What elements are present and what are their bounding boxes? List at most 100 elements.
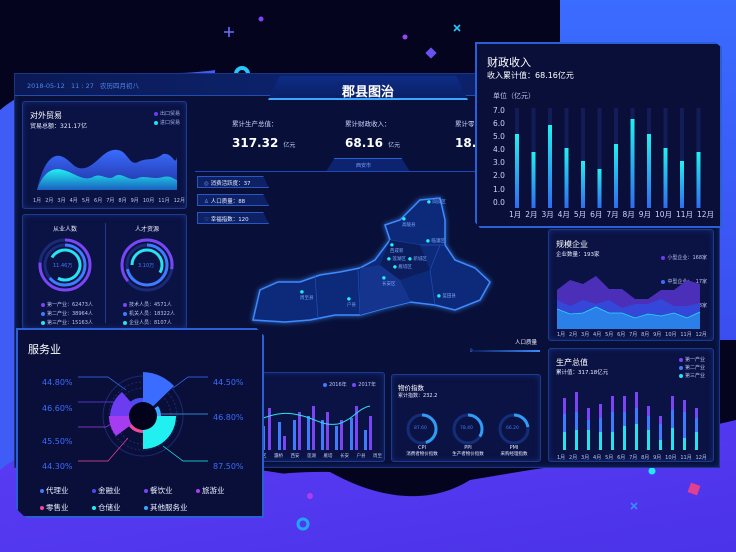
district-marker[interactable]: ● 新城区: [408, 257, 427, 262]
population-slider[interactable]: [470, 350, 540, 352]
map-stat-happiness[interactable]: ♡ 幸福指数：120: [197, 212, 269, 224]
employment-item: 第二产业：38964人: [41, 310, 93, 319]
ppi-desc: 生产者物价指数: [452, 452, 484, 457]
district-marker[interactable]: ● 莲湖区: [387, 257, 406, 262]
legend-small: 小型企业：168家: [661, 254, 707, 262]
map-stat-population[interactable]: ♙ 人口质量：88: [197, 194, 269, 206]
cpi-desc: 消费者物价指数: [406, 452, 438, 457]
cpi-value: 87.60: [414, 426, 427, 431]
legend-2017: 2017年: [352, 382, 376, 388]
legend-import: 进口贸易: [153, 119, 180, 126]
panel-title: 财政收入: [487, 56, 531, 69]
finance-x-axis: 1月 2月 3月 4月 5月 6月 7月 8月 9月 10月 11月 12月: [509, 210, 714, 219]
talent-item: 技术人员：4571人: [123, 301, 175, 310]
map-stat-list: ◎ 消费活跃度：37 ♙ 人口质量：88 ♡ 幸福指数：120: [197, 176, 269, 224]
panel-subtitle: 累计值：317.18亿元: [556, 370, 609, 376]
rose-label-right: 44.50% 46.80% 87.50%: [213, 378, 244, 471]
finance-bar-chart: [515, 108, 701, 208]
district-marker[interactable]: ● 临潼区: [426, 239, 445, 244]
panel-subtitle: 企业数量：193家: [556, 252, 600, 258]
kpi-label: 累计财政收入：: [345, 120, 391, 128]
legend-item[interactable]: 零售业: [40, 502, 92, 513]
services-legend: 代理业 金融业 餐饮业 旅游业 零售业 仓储业 其他服务业: [40, 485, 260, 513]
legend-secondary: 第二产业: [678, 364, 705, 372]
talent-center: 3.10万: [138, 263, 155, 269]
talent-title: 人才资源: [135, 226, 160, 233]
finance-panel: 财政收入 收入累计值：68.16亿元 单位（亿元） 7.0 6.0 5.0 4.0 3.…: [475, 42, 722, 228]
trade-x-axis: 1月 2月 3月 4月 5月 6月 7月 8月 9月 10月 11月 12月: [33, 198, 185, 204]
legend-tertiary: 第三产业: [678, 372, 705, 380]
pmi-value: 66.20: [506, 426, 519, 431]
panel-subtitle: 收入累计值：68.16亿元: [487, 71, 574, 80]
panel-subtitle: 贸易总额：321.17亿: [30, 123, 87, 130]
kpi-value: 68.16: [345, 136, 383, 150]
legend-medium: 中型企业： 17家: [661, 278, 707, 286]
enterprise-x-axis: 1月 2月 3月 4月 5月 6月 7月 8月 9月 10月 11月 12月: [557, 332, 707, 338]
map-stat-consumption[interactable]: ◎ 消费活跃度：37: [197, 176, 269, 188]
panel-title: 生产总值: [556, 358, 588, 367]
population-slider-min: 0: [470, 348, 473, 353]
district-marker[interactable]: ● 周至县: [300, 290, 314, 301]
district-x-axis: 区灞桥 西安 莲湖 雁塔 长安 户县 周至: [262, 454, 382, 459]
gdp-stacked-bar-chart: [563, 392, 698, 450]
panel-title: 对外贸易: [30, 111, 62, 120]
talent-ring-chart: [120, 238, 174, 292]
district-marker[interactable]: ● 西咸新: [390, 243, 404, 254]
legend-primary: 第一产业: [678, 356, 705, 364]
cpi-gauge: [406, 413, 438, 445]
employment-panel: 从业人数 人才资源 11.46万 3.10万 第一产业：62473人 第二产业：…: [22, 214, 187, 329]
region-label[interactable]: 西安市: [356, 163, 372, 169]
pmi-name: PMI: [509, 445, 519, 451]
region-map[interactable]: [240, 190, 500, 330]
employment-item: 第一产业：62473人: [41, 301, 93, 310]
trade-area-chart: [37, 149, 177, 190]
district-marker[interactable]: ● 高陵县: [402, 217, 416, 228]
person-icon: ♙: [204, 199, 209, 205]
kpi-unit: 亿元: [388, 142, 401, 149]
heart-icon: ♡: [204, 217, 209, 223]
legend-item[interactable]: 旅游业: [196, 485, 248, 496]
district-marker[interactable]: ● 蓝田县: [437, 294, 456, 299]
foreign-trade-panel: 对外贸易 贸易总额：321.17亿 出口贸易 进口贸易 1月 2月 3月 4月 5月 6月…: [22, 101, 187, 209]
gdp-panel: 生产总值 累计值：317.18亿元 第一产业 第二产业 第三产业 1月 2月 3月 4…: [548, 348, 714, 462]
enterprise-panel: 规模企业 企业数量：193家 小型企业：168家 中型企业： 17家 大型企业：…: [548, 229, 714, 341]
legend-item[interactable]: 其他服务业: [144, 502, 248, 513]
panel-subtitle: 累计指数：232.2: [398, 393, 438, 399]
employment-center: 11.46万: [53, 263, 73, 269]
finance-y-axis: 7.0 6.0 5.0 4.0 3.0 2.0 1.0 0.0: [493, 106, 505, 207]
cpi-name: CPI: [418, 445, 426, 451]
district-marker[interactable]: ● 长安区: [382, 276, 396, 287]
district-marker[interactable]: ● 阎良区: [427, 200, 446, 205]
legend-item[interactable]: 金融业: [92, 485, 144, 496]
header-title-plate: [268, 76, 468, 100]
employment-title: 从业人数: [53, 226, 78, 233]
gdp-x-axis: 1月 2月 3月 4月 5月 6月 7月 8月 9月 10月 11月 12月: [557, 455, 707, 461]
ppi-name: PPI: [464, 445, 472, 451]
kpi-label: 累计生产总值：: [232, 120, 278, 128]
kpi-revenue: 累计财政收入： 68.16 亿元: [345, 118, 400, 151]
district-marker[interactable]: ● 雁塔区: [393, 265, 412, 270]
kpi-label: 累计零: [455, 120, 475, 128]
services-rose-chart: [78, 372, 208, 462]
price-index-panel: 物价指数 累计指数：232.2 87.60 78.40 66.20 CPI 消费…: [391, 374, 541, 462]
legend-2016: 2016年: [322, 382, 347, 388]
panel-title: 规模企业: [556, 240, 588, 249]
services-panel: 服务业 44.80% 46.60% 45.50% 44.30% 44.50%: [16, 328, 264, 518]
ppi-gauge: [452, 413, 484, 445]
district-bar-chart: [258, 405, 372, 450]
legend-item[interactable]: 仓储业: [92, 502, 144, 513]
employment-ring-chart: [38, 238, 92, 292]
page-title: 郡县图治: [342, 85, 395, 100]
ppi-value: 78.40: [460, 426, 473, 431]
talent-item: 企业人员：8107人: [123, 319, 175, 328]
district-bars-panel: 2016年 2017年 区灞桥 西安 莲湖 雁塔 长安 户县 周至: [255, 372, 385, 462]
pmi-gauge: [498, 413, 530, 445]
district-marker[interactable]: ● 户县: [347, 297, 356, 308]
legend-item[interactable]: 餐饮业: [144, 485, 196, 496]
employment-item: 第三产业：15163人: [41, 319, 93, 328]
kpi-gdp: 累计生产总值： 317.32 亿元: [232, 118, 295, 151]
header-datetime: 2018-05-12 11 : 27 农历四月初八: [27, 82, 140, 90]
panel-title: 服务业: [28, 343, 61, 356]
y-axis-unit: 单位（亿元）: [493, 92, 535, 100]
legend-item[interactable]: 代理业: [40, 485, 92, 496]
